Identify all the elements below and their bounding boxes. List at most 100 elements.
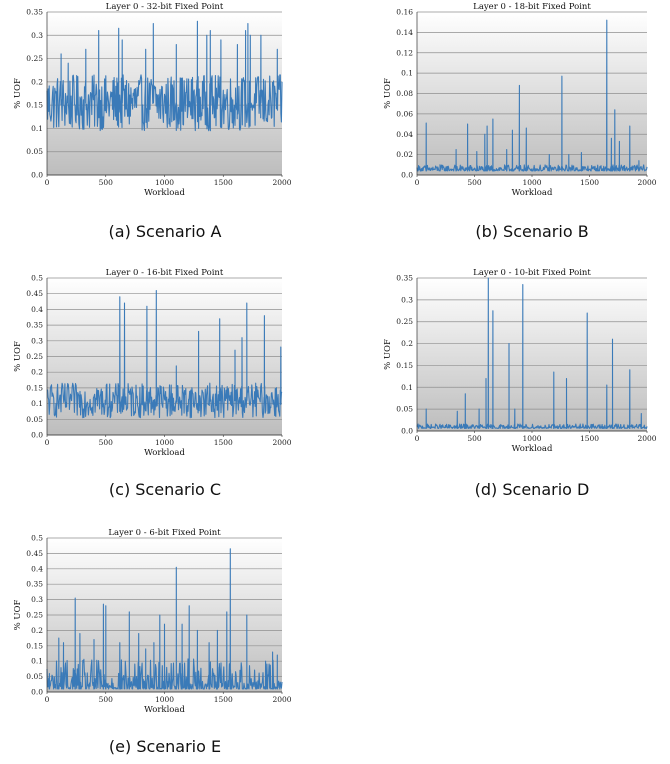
x-axis-label: Workload <box>144 448 185 458</box>
chart-b: 0.0 0.02 0.04 0.06 0.08 0.1 0.12 0.14 0.16 0 500 10… <box>383 2 657 198</box>
y-tick-label: 0.04 <box>396 130 413 139</box>
x-tick-label: 1000 <box>155 438 174 447</box>
chart-title: Layer 0 - 18-bit Fixed Point <box>473 2 591 12</box>
y-tick-label: 0.45 <box>26 289 43 298</box>
x-tick-label: 1500 <box>580 178 599 187</box>
y-tick-label: 0.2 <box>31 77 43 86</box>
y-tick-label: 0.3 <box>31 31 43 40</box>
series-line <box>416 19 648 172</box>
y-tick-label: 0.1 <box>31 124 43 133</box>
x-tick-label: 500 <box>99 438 114 447</box>
y-tick-label: 0.4 <box>31 564 43 573</box>
y-tick-label: 0.35 <box>26 8 43 17</box>
y-tick-label: 0.0 <box>401 427 413 436</box>
caption-e: (e) Scenario E <box>108 737 222 756</box>
y-tick-label: 0.3 <box>401 295 413 304</box>
x-tick-label: 2000 <box>272 695 291 704</box>
x-tick-label: 1000 <box>522 178 541 187</box>
series-line <box>416 277 648 429</box>
x-tick-label: 1000 <box>155 178 174 187</box>
y-tick-label: 0.2 <box>31 626 43 635</box>
y-tick-label: 0.15 <box>396 361 413 370</box>
y-tick-label: 0.35 <box>26 580 43 589</box>
caption-c: (c) Scenario C <box>108 480 222 499</box>
y-tick-label: 0.4 <box>31 305 43 314</box>
y-tick-label: 0.3 <box>31 336 43 345</box>
y-tick-label: 0.5 <box>31 534 43 543</box>
y-tick-label: 0.05 <box>26 147 43 156</box>
chart-d: 0.0 0.05 0.1 0.15 0.2 0.25 0.3 0.35 0 500 1000 1500… <box>383 268 657 454</box>
y-tick-label: 0.1 <box>31 399 43 408</box>
y-tick-label: 0.45 <box>26 549 43 558</box>
x-tick-label: 0 <box>45 438 50 447</box>
y-tick-label: 0.14 <box>396 28 413 37</box>
y-tick-label: 0.15 <box>26 101 43 110</box>
x-axis-label: Workload <box>144 188 185 198</box>
plot-background <box>47 12 282 175</box>
x-tick-label: 500 <box>99 178 114 187</box>
x-tick-label: 2000 <box>272 438 291 447</box>
y-tick-label: 0.05 <box>26 672 43 681</box>
x-tick-label: 500 <box>467 434 482 443</box>
y-tick-label: 0.25 <box>396 317 413 326</box>
x-axis-label: Workload <box>512 188 553 198</box>
x-axis-label: Workload <box>512 444 553 454</box>
x-tick-label: 500 <box>467 178 482 187</box>
y-tick-label: 0.05 <box>396 405 413 414</box>
y-tick-label: 0.16 <box>396 8 413 17</box>
chart-a: 0.0 0.05 0.1 0.15 0.2 0.25 0.3 0.35 0 500 1000 1500… <box>13 2 292 198</box>
panel-e: 0.0 0.05 0.1 0.15 0.2 0.25 0.3 0.35 0.4 0.45 0.5 0 5… <box>0 517 320 717</box>
y-tick-label: 0.0 <box>31 431 43 440</box>
y-tick-label: 0.15 <box>26 383 43 392</box>
x-tick-label: 2000 <box>272 178 291 187</box>
x-tick-label: 0 <box>415 178 420 187</box>
chart-e: 0.0 0.05 0.1 0.15 0.2 0.25 0.3 0.35 0.4 0.45 0.5 0 5… <box>13 528 292 715</box>
chart-title: Layer 0 - 10-bit Fixed Point <box>473 268 591 278</box>
x-tick-label: 0 <box>45 695 50 704</box>
y-tick-label: 0.02 <box>396 150 413 159</box>
y-tick-label: 0.3 <box>31 595 43 604</box>
x-tick-label: 1500 <box>214 178 233 187</box>
chart-c: 0.0 0.05 0.1 0.15 0.2 0.25 0.3 0.35 0.4 0.45 0.5 0 5… <box>13 268 292 458</box>
x-tick-label: 2000 <box>637 434 656 443</box>
y-tick-label: 0.0 <box>31 688 43 697</box>
x-tick-label: 0 <box>45 178 50 187</box>
chart-title: Layer 0 - 16-bit Fixed Point <box>106 268 224 278</box>
panel-a: 0.0 0.05 0.1 0.15 0.2 0.25 0.3 0.35 0 500 1000 1500… <box>0 0 320 200</box>
y-axis-label: % UOF <box>383 339 393 370</box>
y-tick-label: 0.25 <box>26 352 43 361</box>
x-tick-label: 1500 <box>580 434 599 443</box>
y-tick-label: 0.25 <box>26 611 43 620</box>
y-tick-label: 0.0 <box>31 171 43 180</box>
y-tick-label: 0.15 <box>26 641 43 650</box>
caption-b: (b) Scenario B <box>475 222 589 241</box>
x-tick-label: 1000 <box>155 695 174 704</box>
panel-c: 0.0 0.05 0.1 0.15 0.2 0.25 0.3 0.35 0.4 0.45 0.5 0 5… <box>0 258 320 458</box>
y-tick-label: 0.0 <box>401 171 413 180</box>
x-tick-label: 1500 <box>214 438 233 447</box>
y-tick-label: 0.2 <box>31 368 43 377</box>
x-tick-label: 1000 <box>522 434 541 443</box>
series-line <box>46 20 283 132</box>
chart-title: Layer 0 - 6-bit Fixed Point <box>108 528 221 538</box>
panel-d: 0.0 0.05 0.1 0.15 0.2 0.25 0.3 0.35 0 500 1000 1500… <box>355 258 670 458</box>
y-tick-label: 0.35 <box>26 321 43 330</box>
caption-a: (a) Scenario A <box>108 222 222 241</box>
y-axis-label: % UOF <box>13 78 23 109</box>
plot-background <box>417 278 647 431</box>
caption-d: (d) Scenario D <box>474 480 590 499</box>
y-axis-label: % UOF <box>13 599 23 630</box>
x-tick-label: 1500 <box>214 695 233 704</box>
y-axis-label: % UOF <box>13 341 23 372</box>
y-tick-label: 0.06 <box>396 109 413 118</box>
chart-title: Layer 0 - 32-bit Fixed Point <box>106 2 224 12</box>
y-tick-label: 0.1 <box>31 657 43 666</box>
series-line <box>46 290 283 419</box>
y-axis-label: % UOF <box>383 78 393 109</box>
panel-b: 0.0 0.02 0.04 0.06 0.08 0.1 0.12 0.14 0.16 0 500 10… <box>355 0 670 200</box>
y-tick-label: 0.05 <box>26 415 43 424</box>
x-tick-label: 500 <box>99 695 114 704</box>
x-tick-label: 2000 <box>637 178 656 187</box>
x-tick-label: 0 <box>415 434 420 443</box>
y-tick-label: 0.08 <box>396 89 413 98</box>
